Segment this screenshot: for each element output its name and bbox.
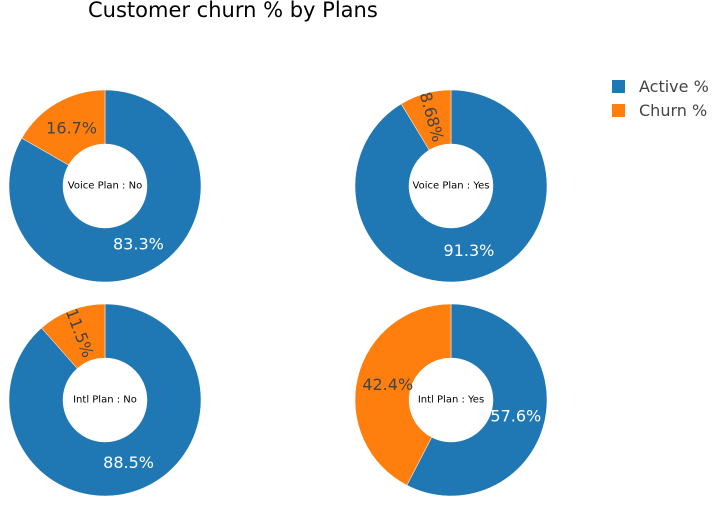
donut-3-slice-label: 42.4%	[362, 375, 413, 394]
legend: Active % Churn %	[612, 74, 709, 122]
donut-0-slice-churn[interactable]	[21, 89, 106, 166]
donut-3-slice-label: 57.6%	[490, 406, 541, 425]
legend-swatch-active	[612, 79, 625, 93]
donut-0: 83.3% 16.7% Voice Plan : No	[8, 89, 202, 283]
legend-swatch-churn	[612, 103, 625, 117]
donut-2-center-label: Intl Plan : No	[73, 395, 137, 406]
donut-3-slice-churn[interactable]	[354, 303, 452, 486]
donut-0-slice-label: 16.7%	[46, 119, 97, 138]
donut-2-slice-active[interactable]	[8, 303, 202, 497]
donut-2-slice-churn[interactable]	[41, 303, 106, 369]
donut-3: 57.6% 42.4% Intl Plan : Yes	[354, 303, 548, 497]
legend-item-active[interactable]: Active %	[612, 74, 709, 98]
donut-0-slice-active[interactable]	[8, 89, 202, 283]
legend-label-active: Active %	[639, 76, 709, 96]
donut-1-slice-label: 91.3%	[444, 241, 495, 260]
donut-2-slice-label: 88.5%	[103, 453, 154, 472]
donut-3-slice-active[interactable]	[406, 303, 548, 497]
donut-3-center-label: Intl Plan : Yes	[418, 395, 484, 406]
donut-1: 91.3%8.68%Voice Plan : Yes	[354, 89, 548, 283]
legend-label-churn: Churn %	[639, 100, 708, 120]
chart-title: Customer churn % by Plans	[88, 0, 378, 22]
donut-0-slice-label: 83.3%	[113, 234, 164, 253]
donut-0-center-label: Voice Plan : No	[68, 181, 142, 192]
donut-1-center-label: Voice Plan : Yes	[413, 181, 490, 192]
legend-item-churn[interactable]: Churn %	[612, 98, 709, 122]
donut-2: 88.5%11.5%Intl Plan : No	[8, 303, 202, 497]
donut-1-slice-active[interactable]	[354, 89, 548, 283]
donut-1-slice-churn[interactable]	[400, 89, 452, 151]
